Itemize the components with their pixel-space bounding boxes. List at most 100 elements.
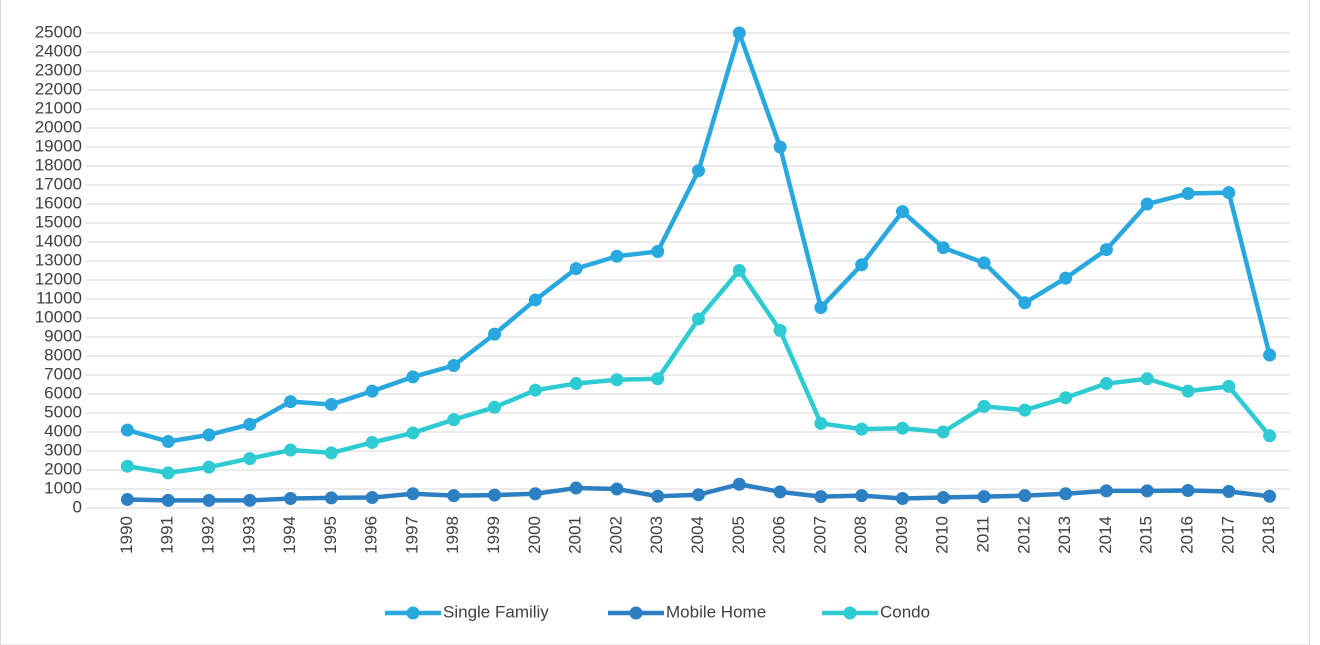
- y-tick-label: 4000: [44, 421, 82, 440]
- data-point: [120, 459, 134, 473]
- data-point: [1099, 243, 1113, 257]
- data-point: [732, 477, 746, 491]
- data-point: [528, 487, 542, 501]
- data-point: [1099, 377, 1113, 391]
- data-point: [936, 241, 950, 255]
- data-point: [977, 490, 991, 504]
- data-point: [528, 383, 542, 397]
- y-tick-label: 11000: [36, 288, 82, 307]
- data-point: [1018, 489, 1032, 503]
- y-tick-label: 18000: [35, 155, 82, 174]
- x-tick-label: 2018: [1259, 516, 1278, 554]
- y-tick-label: 2000: [44, 459, 82, 478]
- data-point: [1099, 484, 1113, 498]
- data-point: [732, 26, 746, 40]
- data-point: [406, 487, 420, 501]
- data-point: [895, 205, 909, 219]
- y-tick-label: 22000: [35, 79, 82, 98]
- data-point: [773, 140, 787, 154]
- y-tick-label: 17000: [35, 174, 82, 193]
- data-point: [324, 446, 338, 460]
- data-point: [528, 293, 542, 307]
- x-tick-label: 1993: [239, 516, 258, 554]
- data-point: [365, 384, 379, 398]
- data-point: [692, 312, 705, 326]
- data-point: [855, 258, 869, 272]
- data-point: [202, 428, 216, 442]
- data-point: [243, 493, 257, 507]
- data-point: [365, 491, 379, 505]
- x-tick-label: 1991: [158, 516, 177, 554]
- data-point: [895, 492, 909, 505]
- y-tick-label: 9000: [44, 326, 82, 345]
- data-point: [202, 460, 216, 474]
- data-point: [284, 395, 298, 409]
- x-tick-label: 2001: [566, 516, 585, 554]
- legend-label: Mobile Home: [666, 602, 766, 621]
- y-tick-label: 12000: [35, 269, 82, 288]
- data-point: [447, 413, 461, 427]
- data-point: [447, 489, 461, 503]
- data-point: [814, 490, 828, 504]
- data-point: [1181, 484, 1195, 498]
- x-tick-label: 2004: [688, 516, 707, 554]
- data-point: [324, 491, 338, 505]
- data-point: [936, 491, 950, 505]
- y-tick-label: 0: [73, 497, 82, 516]
- y-tick-label: 19000: [35, 136, 82, 155]
- data-point: [161, 435, 175, 448]
- y-tick-label: 20000: [35, 117, 82, 136]
- x-tick-label: 2015: [1137, 516, 1156, 554]
- data-point: [1222, 484, 1236, 498]
- x-tick-label: 2010: [933, 516, 952, 554]
- data-point: [855, 422, 869, 436]
- y-tick-label: 7000: [44, 364, 82, 383]
- data-point: [447, 359, 461, 372]
- x-tick-label: 2013: [1055, 516, 1074, 554]
- data-point: [1140, 372, 1154, 386]
- data-point: [1018, 403, 1032, 417]
- x-tick-label: 1990: [117, 516, 136, 554]
- y-tick-label: 8000: [44, 345, 82, 364]
- data-point: [243, 452, 257, 466]
- x-tick-label: 2005: [729, 516, 748, 554]
- data-point: [569, 481, 583, 495]
- legend-marker: [629, 606, 643, 620]
- data-point: [1263, 429, 1277, 443]
- legend-label: Single Familiy: [443, 602, 549, 621]
- data-point: [651, 489, 665, 503]
- data-point: [1263, 348, 1277, 362]
- data-point: [1059, 271, 1073, 285]
- data-point: [1181, 384, 1195, 398]
- y-tick-label: 21000: [35, 98, 82, 117]
- data-point: [814, 416, 828, 430]
- data-point: [488, 488, 502, 502]
- data-point: [569, 377, 583, 391]
- y-tick-label: 16000: [35, 193, 82, 212]
- data-point: [651, 245, 665, 258]
- y-tick-label: 1000: [44, 478, 82, 497]
- data-point: [1140, 484, 1154, 498]
- data-point: [365, 435, 379, 449]
- data-point: [773, 323, 787, 337]
- x-tick-label: 1998: [443, 516, 462, 554]
- data-point: [161, 493, 175, 507]
- legend-marker: [406, 606, 420, 620]
- x-tick-label: 2007: [810, 516, 829, 554]
- x-tick-label: 1996: [362, 516, 381, 554]
- data-point: [1140, 197, 1154, 211]
- x-tick-label: 1999: [484, 516, 503, 554]
- x-tick-label: 2006: [770, 516, 789, 554]
- x-tick-label: 1994: [280, 516, 299, 554]
- data-point: [284, 492, 298, 505]
- x-tick-label: 2011: [974, 516, 993, 553]
- y-tick-label: 13000: [35, 250, 82, 269]
- data-point: [773, 485, 787, 499]
- x-tick-label: 2009: [892, 516, 911, 554]
- data-point: [692, 164, 705, 178]
- data-point: [202, 493, 216, 507]
- x-tick-label: 2012: [1014, 516, 1033, 554]
